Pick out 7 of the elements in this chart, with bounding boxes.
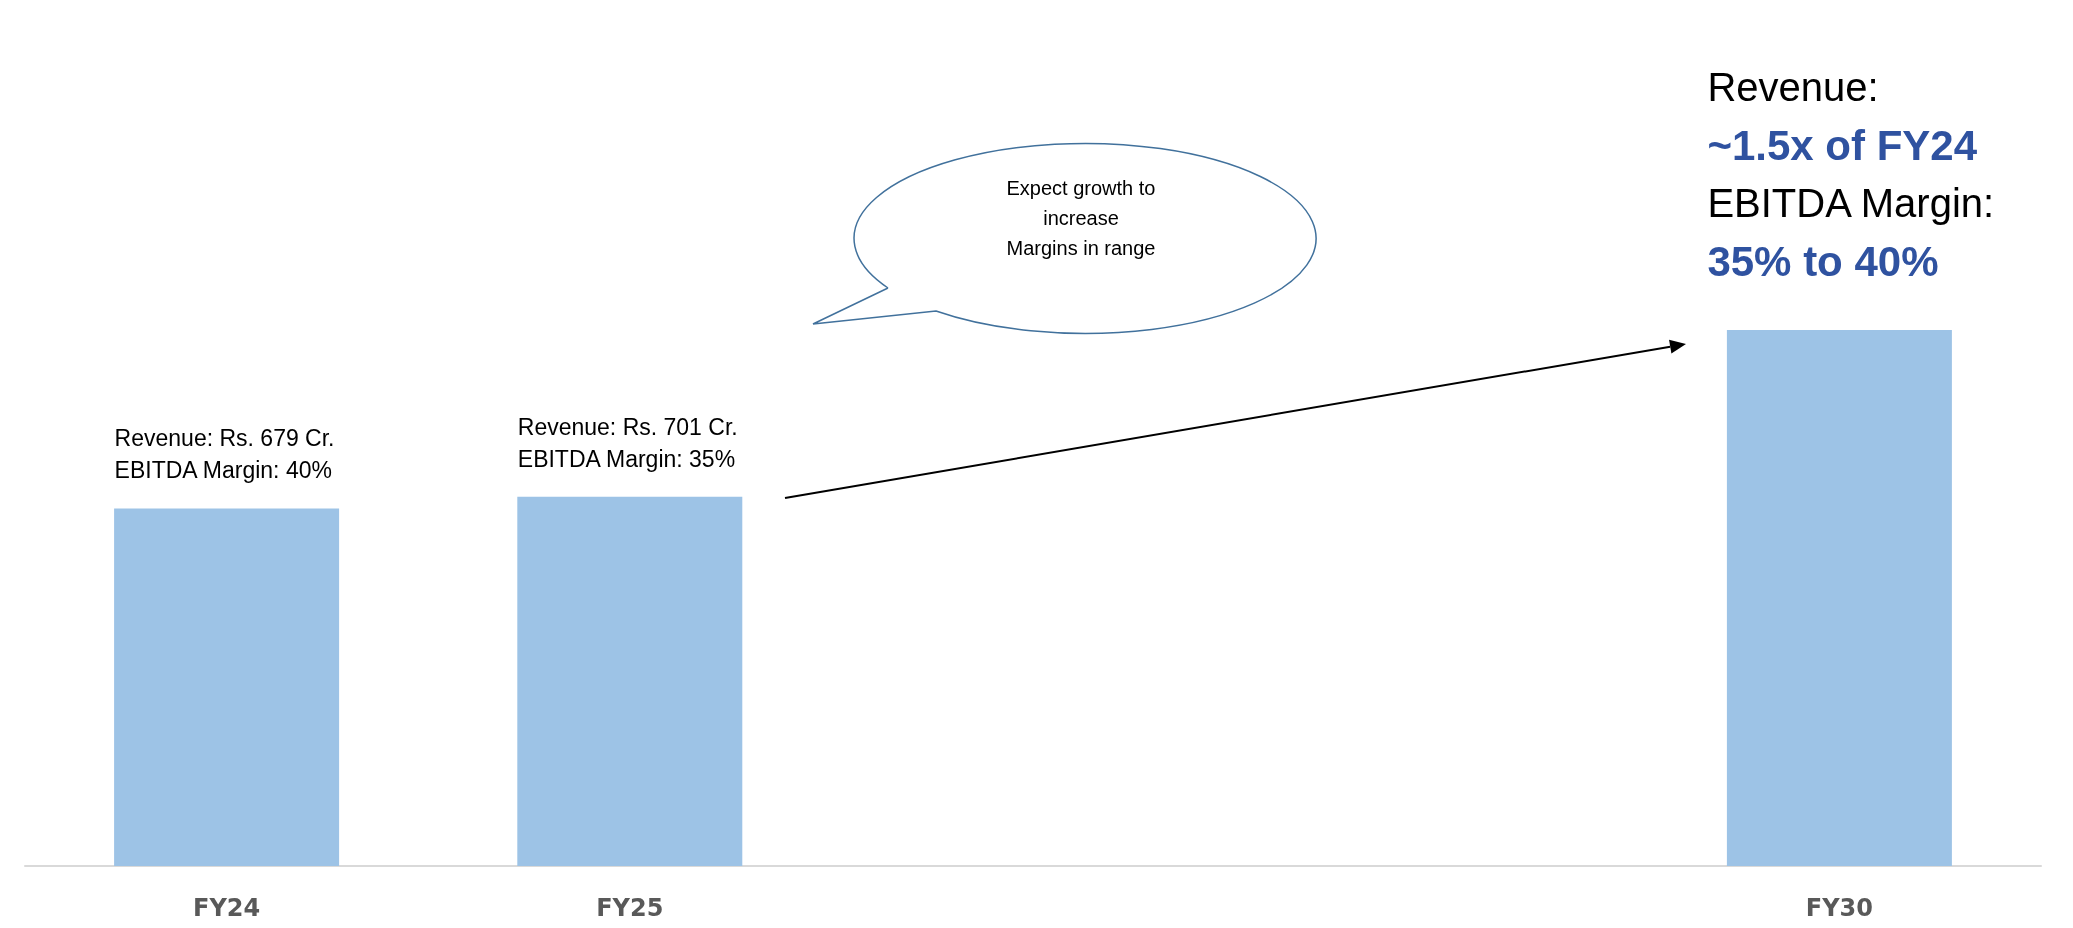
x-tick-label: FY25 [596,894,664,922]
annotation: Revenue: ~1.5x of FY24 EBITDA Margin: 35% to 40% [1707,65,1995,285]
annotation: Revenue: Rs. 701 Cr. EBITDA Margin: 35% [517,413,738,472]
x-tick-label: FY30 [1805,894,1873,922]
annotation: Revenue: Rs. 679 Cr. EBITDA Margin: 40% [114,425,335,484]
text: Expect growth to increase Margins in range [1006,177,1156,259]
x-tick-label: FY24 [193,894,261,922]
